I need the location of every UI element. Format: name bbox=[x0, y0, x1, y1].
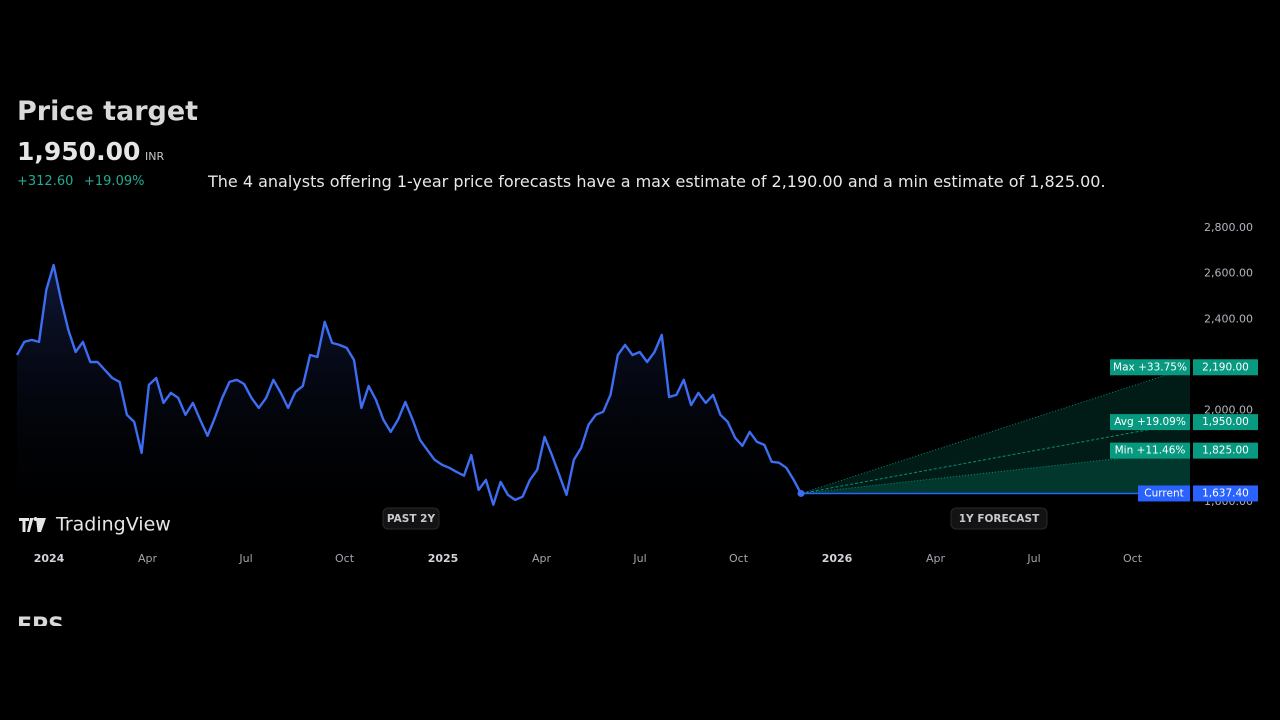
forecast-label-box bbox=[1110, 442, 1190, 459]
x-tick-label: Jul bbox=[1026, 552, 1040, 565]
forecast-value-box bbox=[1193, 442, 1258, 459]
forecast-label: Avg +19.09% bbox=[1114, 416, 1186, 428]
x-tick-label: Oct bbox=[729, 552, 749, 565]
period-pill bbox=[950, 507, 1048, 530]
x-tick-label: 2026 bbox=[822, 552, 853, 565]
forecast-label: Max +33.75% bbox=[1113, 361, 1187, 373]
description: The 4 analysts offering 1-year price for… bbox=[208, 172, 1106, 191]
x-tick-label: Jul bbox=[632, 552, 646, 565]
logo-icon bbox=[19, 517, 46, 532]
period-label: 1Y FORECAST bbox=[959, 513, 1040, 525]
current-value: 1,637.40 bbox=[1202, 487, 1249, 499]
y-tick-label: 2,800.00 bbox=[1204, 221, 1253, 234]
y-tick-label: 2,600.00 bbox=[1204, 267, 1253, 280]
change-percent: +19.09% bbox=[84, 174, 145, 189]
current-point bbox=[797, 489, 805, 497]
currency: INR bbox=[145, 150, 165, 163]
forecast-label-box bbox=[1110, 359, 1190, 376]
forecast-value: 1,950.00 bbox=[1202, 416, 1249, 428]
y-tick-label: 2,000.00 bbox=[1204, 404, 1253, 417]
current-label: Current bbox=[1144, 487, 1183, 499]
section-heading: EPS bbox=[17, 614, 64, 626]
forecast-line bbox=[800, 450, 1191, 494]
forecast-value: 2,190.00 bbox=[1202, 361, 1249, 373]
period-pill bbox=[382, 507, 440, 530]
area-fill bbox=[17, 265, 801, 512]
forecast-value-box bbox=[1193, 414, 1258, 431]
current-label-box bbox=[1138, 485, 1190, 502]
change: +312.60 bbox=[17, 174, 74, 189]
price: 1,950.00 bbox=[17, 137, 141, 166]
x-tick-label: 2025 bbox=[428, 552, 459, 565]
forecast-value-box bbox=[1193, 359, 1258, 376]
x-tick-label: Oct bbox=[335, 552, 355, 565]
x-tick-label: Apr bbox=[138, 552, 158, 565]
x-tick-label: Apr bbox=[926, 552, 946, 565]
brand: TradingView bbox=[55, 514, 171, 536]
price-line bbox=[15, 263, 803, 506]
period-label: PAST 2Y bbox=[387, 513, 436, 525]
x-tick-label: Jul bbox=[238, 552, 252, 565]
current-value-box bbox=[1193, 485, 1258, 502]
logo: TradingView bbox=[19, 514, 171, 536]
forecast-label: Min +11.46% bbox=[1115, 445, 1186, 457]
forecast-label-box bbox=[1110, 414, 1190, 431]
title: Price target bbox=[17, 96, 199, 127]
x-tick-label: Oct bbox=[1123, 552, 1143, 565]
forecast-line bbox=[800, 366, 1191, 494]
x-tick-label: 2024 bbox=[34, 552, 65, 565]
forecast-line bbox=[800, 421, 1191, 494]
y-tick-label: 2,400.00 bbox=[1204, 312, 1253, 325]
x-tick-label: Apr bbox=[532, 552, 552, 565]
forecast-value: 1,825.00 bbox=[1202, 445, 1249, 457]
